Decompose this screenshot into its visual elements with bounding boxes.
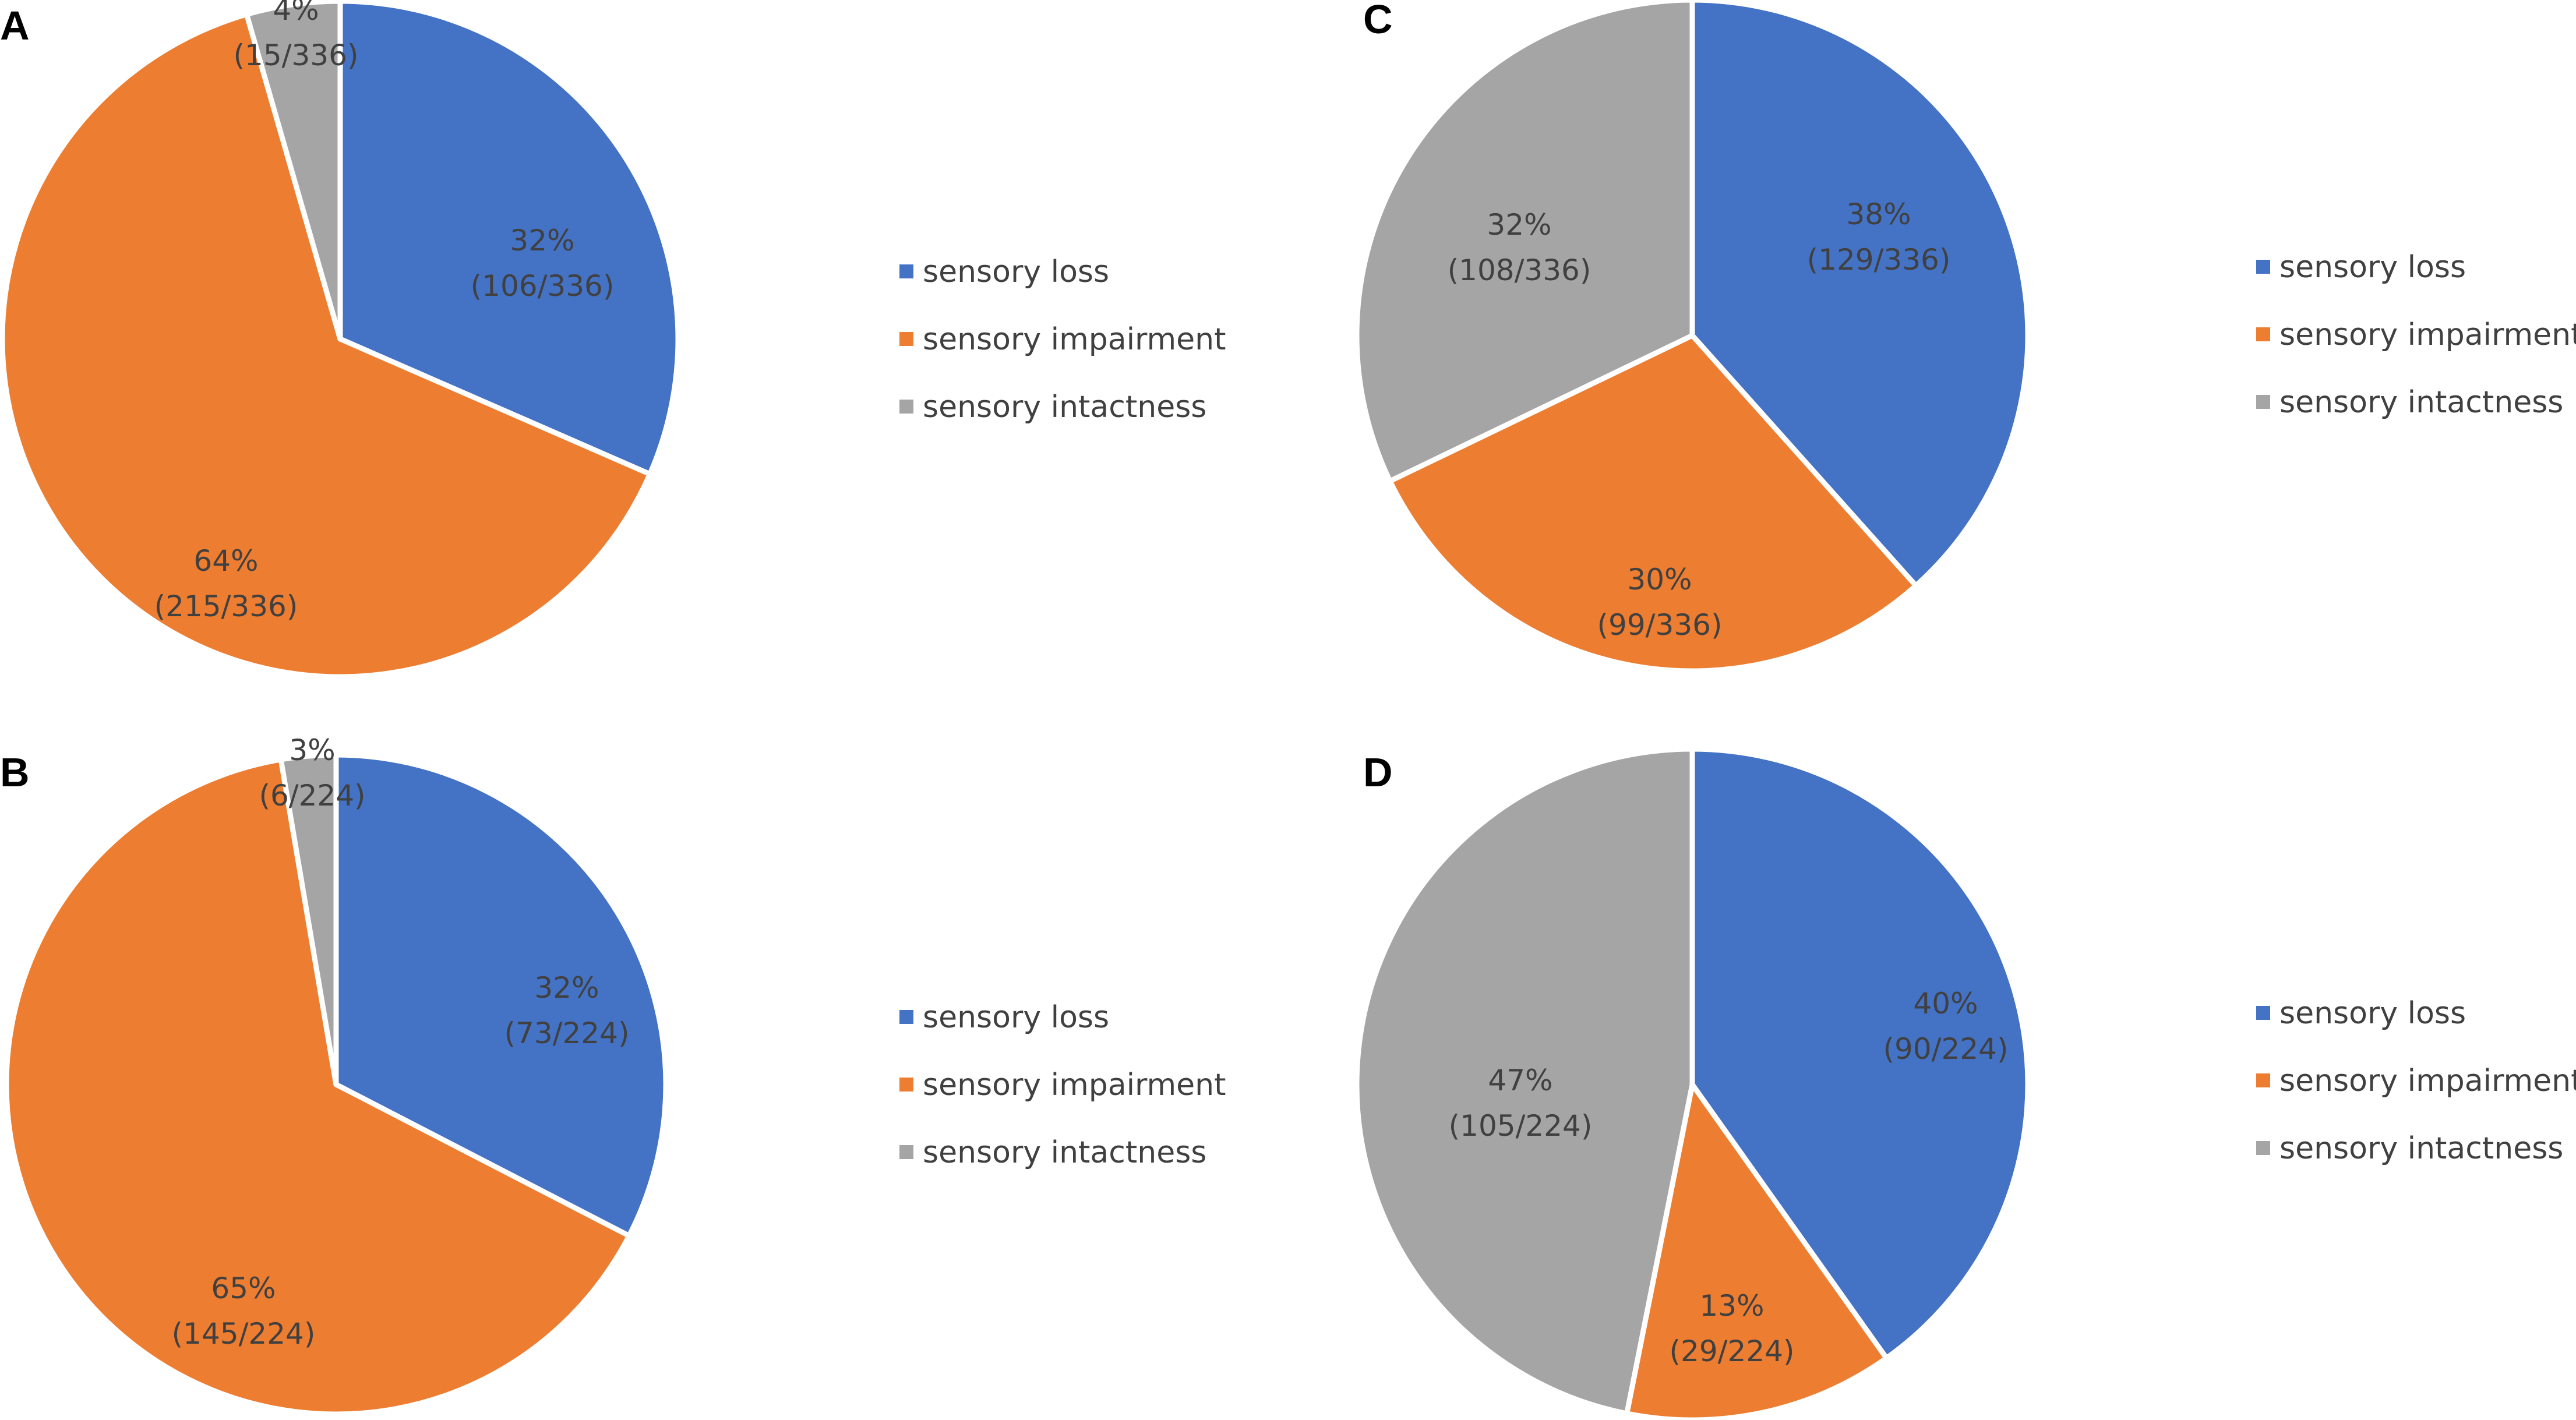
- slice-label-count-sensory-impairment: (99/336): [1597, 608, 1723, 642]
- legend-panel-d: sensory loss sensory impairment sensory in…: [2256, 996, 2576, 1166]
- slice-label-count-sensory-intactness: (105/224): [1449, 1109, 1593, 1143]
- slice-label-count-sensory-loss: (90/224): [1883, 1032, 2009, 1066]
- panel-letter-a: A: [0, 3, 30, 48]
- legend-swatch-sensory-impairment: [899, 1078, 913, 1092]
- slice-label-percent-sensory-impairment: 64%: [193, 544, 258, 578]
- slice-label-count-sensory-intactness: (6/224): [259, 779, 365, 813]
- panel-letter-b: B: [0, 750, 30, 795]
- legend-swatch-sensory-intactness: [2256, 395, 2270, 409]
- legend-label-sensory-loss: sensory loss: [2279, 996, 2466, 1031]
- legend-label-sensory-impairment: sensory impairment: [2279, 1064, 2576, 1098]
- legend-label-sensory-intactness: sensory intactness: [923, 390, 1206, 425]
- legend-panel-b: sensory loss sensory impairment sensory in…: [899, 1000, 1226, 1170]
- slice-label-percent-sensory-loss: 32%: [534, 971, 599, 1005]
- slice-label-count-sensory-loss: (73/224): [504, 1016, 630, 1050]
- slice-label-percent-sensory-loss: 38%: [1846, 197, 1911, 231]
- slice-label-percent-sensory-impairment: 65%: [211, 1271, 276, 1305]
- legend-label-sensory-intactness: sensory intactness: [2279, 385, 2563, 420]
- legend-label-sensory-impairment: sensory impairment: [923, 1068, 1226, 1103]
- legend-swatch-sensory-loss: [899, 264, 913, 278]
- slice-label-count-sensory-intactness: (15/336): [234, 38, 359, 72]
- legend-swatch-sensory-loss: [899, 1010, 913, 1024]
- legend-swatch-sensory-impairment: [899, 332, 913, 346]
- legend-label-sensory-intactness: sensory intactness: [2279, 1131, 2563, 1166]
- slice-label-count-sensory-loss: (129/336): [1807, 243, 1951, 277]
- pie-slice-sensory-loss: [333, 752, 669, 1239]
- legend-swatch-sensory-intactness: [899, 400, 913, 414]
- pie-slice-sensory-loss: [1689, 0, 2031, 588]
- legend-panel-c: sensory loss sensory impairment sensory in…: [2256, 250, 2576, 420]
- pie-slice-sensory-intactness: [244, 0, 343, 342]
- slice-label-percent-sensory-loss: 40%: [1913, 987, 1978, 1020]
- pie-panel-a: A 32% (106/336) 64% (215/336) 4% (15/336) senso…: [0, 0, 1226, 680]
- slice-label-percent-sensory-loss: 32%: [510, 224, 574, 257]
- pie-panel-c: C 38% (129/336) 30% (99/336) 32% (108/336) sens…: [1354, 0, 2576, 674]
- legend-swatch-sensory-impairment: [2256, 327, 2270, 341]
- slice-label-count-sensory-impairment: (29/224): [1670, 1334, 1795, 1368]
- pie-slice-sensory-intactness: [1354, 746, 1695, 1417]
- pie-slice-sensory-impairment: [1624, 1082, 1889, 1420]
- legend-label-sensory-impairment: sensory impairment: [2279, 317, 2576, 352]
- pie-slice-sensory-impairment: [0, 12, 653, 680]
- slice-label-count-sensory-intactness: (108/336): [1448, 253, 1592, 287]
- slice-label-percent-sensory-intactness: 32%: [1487, 208, 1551, 242]
- pie-panel-d: D 40% (90/224) 13% (29/224) 47% (105/224) senso…: [1354, 746, 2576, 1420]
- legend-swatch-sensory-loss: [2256, 260, 2270, 274]
- pie-slice-sensory-loss: [337, 0, 681, 477]
- slice-label-percent-sensory-intactness: 47%: [1488, 1064, 1552, 1097]
- slice-label-count-sensory-loss: (106/336): [471, 269, 615, 303]
- legend-label-sensory-intactness: sensory intactness: [923, 1135, 1206, 1170]
- pie-slice-sensory-intactness: [278, 752, 339, 1087]
- legend-label-sensory-loss: sensory loss: [923, 255, 1109, 289]
- slice-label-count-sensory-impairment: (215/336): [154, 589, 298, 623]
- slice-label-percent-sensory-impairment: 13%: [1699, 1289, 1764, 1323]
- legend-label-sensory-loss: sensory loss: [2279, 250, 2466, 285]
- pie-slice-sensory-impairment: [3, 757, 632, 1417]
- legend-swatch-sensory-loss: [2256, 1006, 2270, 1020]
- pie-panel-b: B 32% (73/224) 65% (145/224) 3% (6/224) sensory…: [0, 733, 1226, 1417]
- pie-slice-sensory-intactness: [1354, 0, 1695, 484]
- legend-swatch-sensory-intactness: [899, 1145, 913, 1159]
- slice-label-percent-sensory-impairment: 30%: [1627, 563, 1692, 596]
- slice-label-percent-sensory-intactness: 4%: [273, 0, 319, 27]
- pie-slice-sensory-loss: [1689, 746, 2031, 1361]
- legend-label-sensory-loss: sensory loss: [923, 1000, 1109, 1035]
- legend-panel-a: sensory loss sensory impairment sensory in…: [899, 255, 1226, 425]
- slice-label-count-sensory-impairment: (145/224): [172, 1317, 316, 1351]
- panel-letter-c: C: [1363, 0, 1393, 42]
- legend-swatch-sensory-intactness: [2256, 1141, 2270, 1155]
- legend-label-sensory-impairment: sensory impairment: [923, 322, 1226, 357]
- legend-swatch-sensory-impairment: [2256, 1073, 2270, 1087]
- panel-letter-d: D: [1363, 750, 1393, 795]
- slice-label-percent-sensory-intactness: 3%: [289, 733, 335, 767]
